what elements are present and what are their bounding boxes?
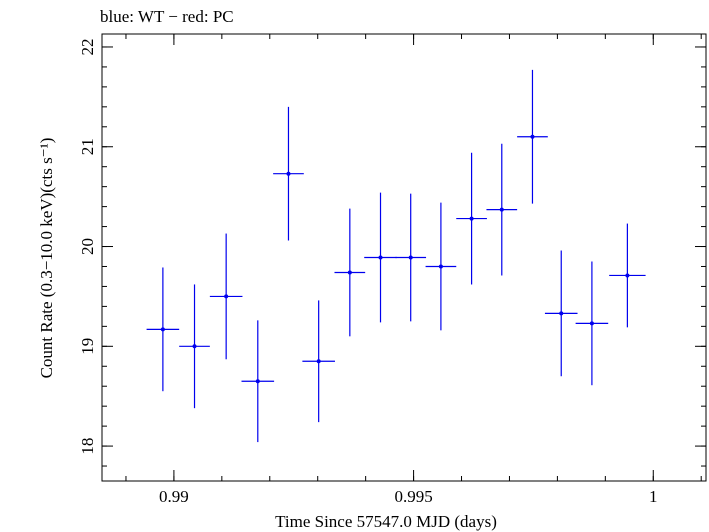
data-point bbox=[241, 320, 275, 443]
data-point bbox=[486, 143, 518, 276]
data-marker bbox=[589, 321, 594, 326]
data-marker bbox=[499, 207, 504, 212]
data-marker bbox=[559, 311, 564, 316]
x-axis-label: Time Since 57547.0 MJD (days) bbox=[275, 512, 497, 531]
data-point bbox=[395, 193, 427, 322]
data-series-wt bbox=[146, 69, 646, 443]
data-marker bbox=[378, 255, 383, 260]
data-marker bbox=[347, 270, 352, 275]
data-point bbox=[302, 300, 335, 423]
data-point bbox=[456, 152, 487, 285]
x-tick-label: 0.995 bbox=[394, 487, 432, 506]
data-marker bbox=[224, 294, 229, 299]
data-marker bbox=[530, 134, 535, 139]
data-marker bbox=[469, 216, 474, 221]
data-point bbox=[334, 208, 366, 337]
data-point bbox=[609, 223, 646, 328]
data-point bbox=[209, 233, 243, 360]
data-marker bbox=[438, 264, 443, 269]
y-tick-label: 20 bbox=[78, 238, 97, 255]
data-point bbox=[146, 267, 180, 392]
x-tick-label: 0.99 bbox=[159, 487, 189, 506]
data-marker bbox=[192, 344, 197, 349]
y-tick-label: 21 bbox=[78, 138, 97, 155]
data-point bbox=[425, 202, 457, 331]
data-point bbox=[575, 261, 609, 386]
x-tick-label: 1 bbox=[649, 487, 658, 506]
data-point bbox=[179, 284, 210, 409]
data-point bbox=[364, 192, 397, 323]
plot-border bbox=[101, 33, 707, 482]
chart-title: blue: WT − red: PC bbox=[100, 7, 234, 26]
y-tick-label: 18 bbox=[78, 438, 97, 455]
y-tick-label: 19 bbox=[78, 338, 97, 355]
data-marker bbox=[316, 359, 321, 364]
data-marker bbox=[160, 327, 165, 332]
data-point bbox=[517, 69, 548, 204]
data-point bbox=[273, 106, 304, 241]
plot-frame bbox=[101, 33, 707, 482]
x-axis: 0.99 0.995 1 bbox=[125, 34, 702, 506]
data-marker bbox=[255, 379, 260, 384]
y-tick-label: 22 bbox=[78, 38, 97, 55]
y-axis-label: Count Rate (0.3−10.0 keV)(cts s⁻¹) bbox=[37, 138, 56, 379]
data-marker bbox=[625, 273, 630, 278]
data-marker bbox=[408, 255, 413, 260]
data-point bbox=[544, 250, 578, 377]
data-marker bbox=[286, 171, 291, 176]
y-axis: 18 19 20 21 22 bbox=[78, 38, 706, 467]
